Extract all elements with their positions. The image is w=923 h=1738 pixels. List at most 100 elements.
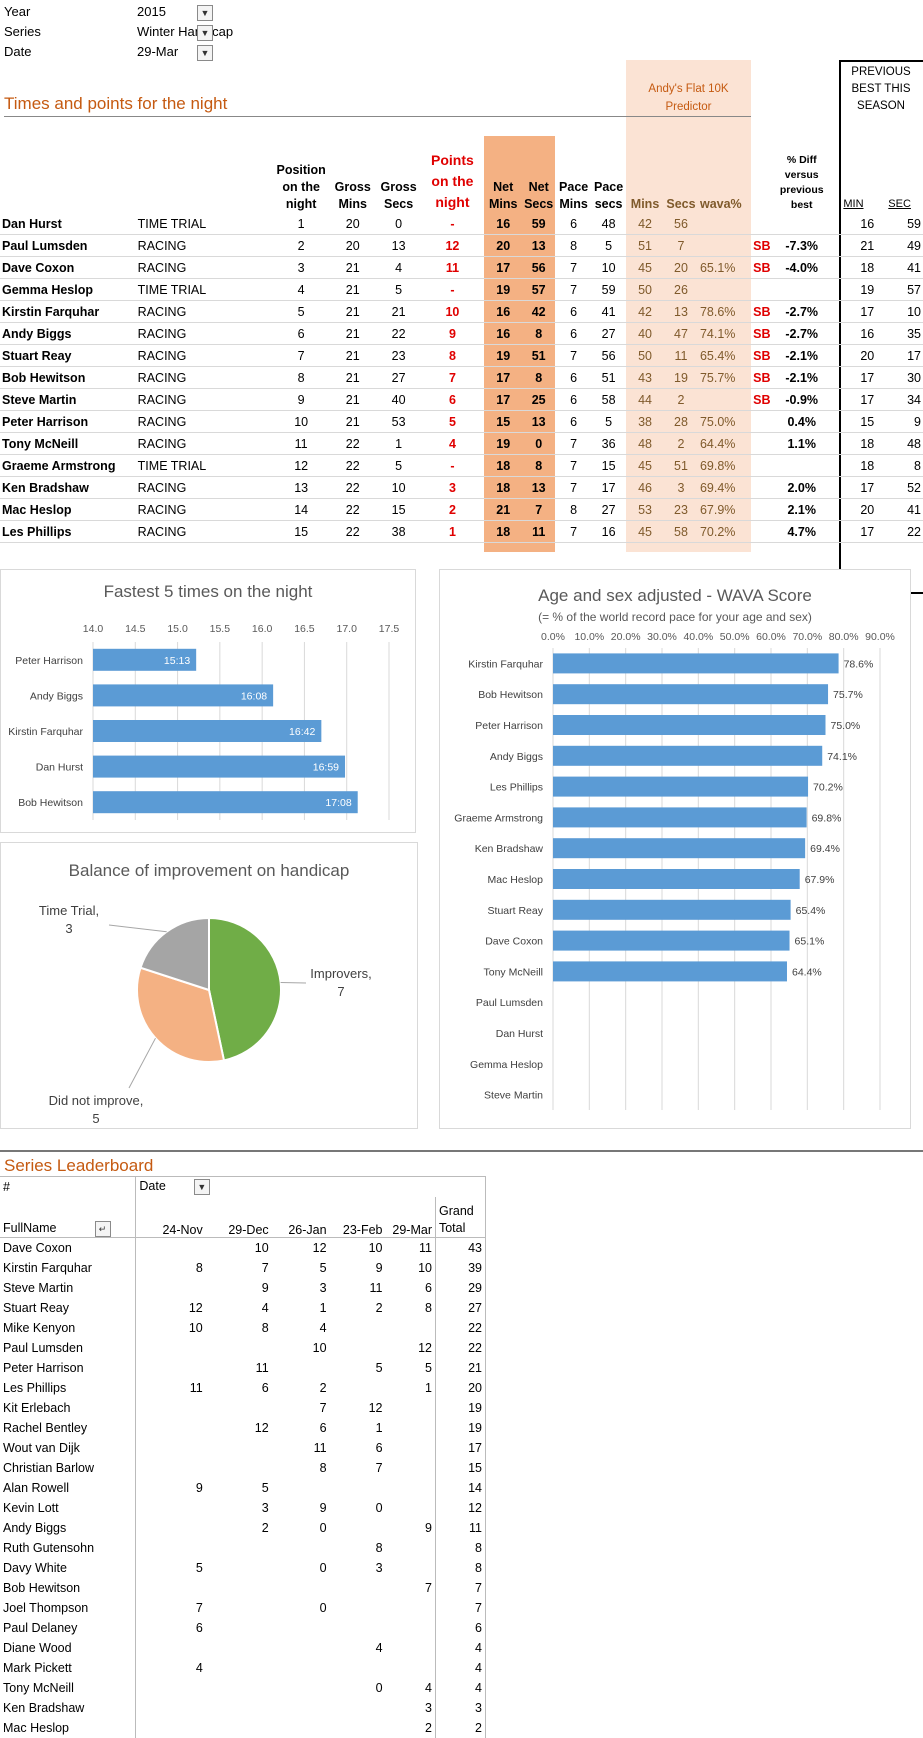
pace-mins: 7 [556,278,592,301]
percent-diff: -4.0% [772,256,831,279]
pie-plot: Improvers, 7 Did not improve, 5 Time Trial, 3 [39,903,372,1126]
filter-dropdown-icon[interactable]: ▼ [197,45,213,61]
runner-name: Gemma Heslop [0,278,136,301]
best-sec: 8 [876,454,923,477]
best-sec: 52 [876,476,923,499]
header-gross-mins: Gross Mins [334,180,371,211]
points-cell [330,1618,386,1638]
table-row: Alan Rowell 9 5 14 [0,1477,487,1498]
filter-value[interactable]: 29-Mar [137,44,179,59]
points-cell: 3 [375,1560,383,1575]
pred-secs: 19 [663,366,698,389]
points-cell [136,1578,206,1598]
gross-mins: 21 [327,388,378,411]
points-cell: 1 [319,1300,327,1315]
runner-name: Tony McNeill [0,1677,137,1698]
table-row: Rachel Bentley 12 6 1 19 [0,1417,487,1438]
points-cell: 12 [254,1420,269,1435]
season-best-badge [750,410,773,433]
leader-line [280,981,307,984]
table-row: Wout van Dijk 11 6 17 [0,1437,487,1458]
pace-mins: 6 [556,213,592,235]
table-row: Tony McNeill RACING 11 22 1 4 19 0 7 36 48 2 64.4% 1.… [0,432,923,455]
data-label: 74.1% [827,751,857,763]
points-cell: 4 [261,1300,269,1315]
date-filter[interactable]: Date ▼ [135,1176,486,1197]
gross-mins: 20 [327,213,378,235]
runner-name: Graeme Armstrong [0,454,136,477]
predictor-header: Andy's Flat 10K Predictor [648,83,729,113]
points-cell [330,1658,386,1678]
gross-secs: 13 [377,234,420,257]
pred-mins: 48 [626,432,664,455]
pred-mins: 45 [626,256,664,279]
points-cell [136,1358,206,1378]
leader-line [108,924,167,933]
category-label: Paul Lumsden [476,997,543,1009]
points: 11 [419,256,486,279]
points-cell: 5 [195,1560,203,1575]
best-min: 21 [830,234,877,257]
runner-name: Steve Martin [0,388,136,411]
net-secs: 57 [521,278,557,301]
race-type: TIME TRIAL [135,278,275,301]
pace-mins: 7 [556,344,592,367]
bar [93,755,346,778]
filter-value[interactable]: 2015 [137,4,166,19]
runner-name: Ken Bradshaw [0,476,136,499]
tick-label: 0.0% [541,631,565,643]
points-cell: 6 [261,1380,269,1395]
tick-label: 50.0% [720,631,750,643]
season-best-badge: SB [750,344,773,367]
points-cell [206,1538,272,1558]
sort-icon[interactable]: ↵ [94,1220,111,1237]
runner-name: Ruth Gutensohn [0,1537,137,1558]
grand-total-cell: 12 [434,1497,487,1518]
gross-secs: 22 [377,322,420,345]
percent-diff: -2.1% [772,344,831,367]
fullname-header[interactable]: FullName ↵ [0,1197,137,1238]
points-cell [386,1498,436,1518]
filter-dropdown-icon[interactable]: ▼ [193,1179,210,1195]
grand-total-cell: 29 [434,1277,487,1298]
table-row: Bob Hewitson 7 7 [0,1577,487,1598]
position: 2 [274,234,328,257]
best-sec: 22 [876,520,923,543]
header-sec: SEC [888,198,911,210]
position: 11 [274,432,328,455]
net-mins: 17 [485,366,522,389]
grand-total-cell: 4 [434,1657,487,1678]
runner-name: Paul Lumsden [0,1337,137,1358]
tick-label: 60.0% [756,631,786,643]
bar [553,745,823,766]
net-mins: 17 [485,388,522,411]
net-secs: 42 [521,300,557,323]
position: 4 [274,278,328,301]
percent-diff: -2.7% [772,300,831,323]
pred-mins: 43 [626,366,664,389]
gross-secs: 38 [377,520,420,543]
header-pace-secs: Pace secs [594,180,624,211]
category-label: Andy Biggs [30,690,83,702]
bar [93,720,322,742]
race-type: RACING [135,410,275,433]
leader-line [128,1037,156,1089]
data-label: 69.8% [812,812,842,824]
bar [553,930,790,951]
points-cell: 4 [195,1660,203,1675]
points-cell [330,1338,386,1358]
filter-value[interactable]: Winter Handicap [137,24,234,39]
points-cell: 12 [368,1400,383,1415]
filter-dropdown-icon[interactable]: ▼ [197,5,213,21]
gross-secs: 4 [377,256,420,279]
filter-dropdown-icon[interactable]: ▼ [197,25,213,41]
points-cell [272,1678,330,1698]
points-cell [136,1237,206,1258]
points: 9 [419,322,486,345]
filter-series: Series Winter Handicap ▼ [4,22,244,42]
improvement-pie-chart: Balance of improvement on handicap Impro… [0,842,418,1129]
gross-secs: 0 [377,213,420,235]
filter-panel: Year 2015 ▼ Series Winter Handicap ▼ Date 29-Ma… [4,2,244,64]
net-secs: 25 [521,388,557,411]
points-cell [386,1398,436,1418]
